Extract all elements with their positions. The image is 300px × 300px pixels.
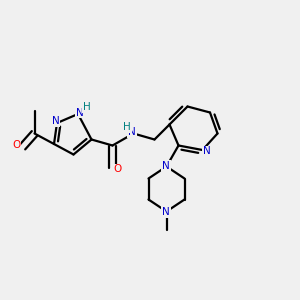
Text: O: O — [12, 140, 21, 151]
Text: N: N — [203, 146, 211, 157]
Text: N: N — [162, 207, 170, 217]
Text: O: O — [114, 164, 122, 175]
Text: N: N — [76, 107, 83, 118]
Text: N: N — [162, 161, 170, 171]
Text: H: H — [82, 102, 90, 112]
Text: H: H — [123, 122, 131, 132]
Text: N: N — [128, 127, 136, 137]
Text: N: N — [52, 116, 59, 127]
